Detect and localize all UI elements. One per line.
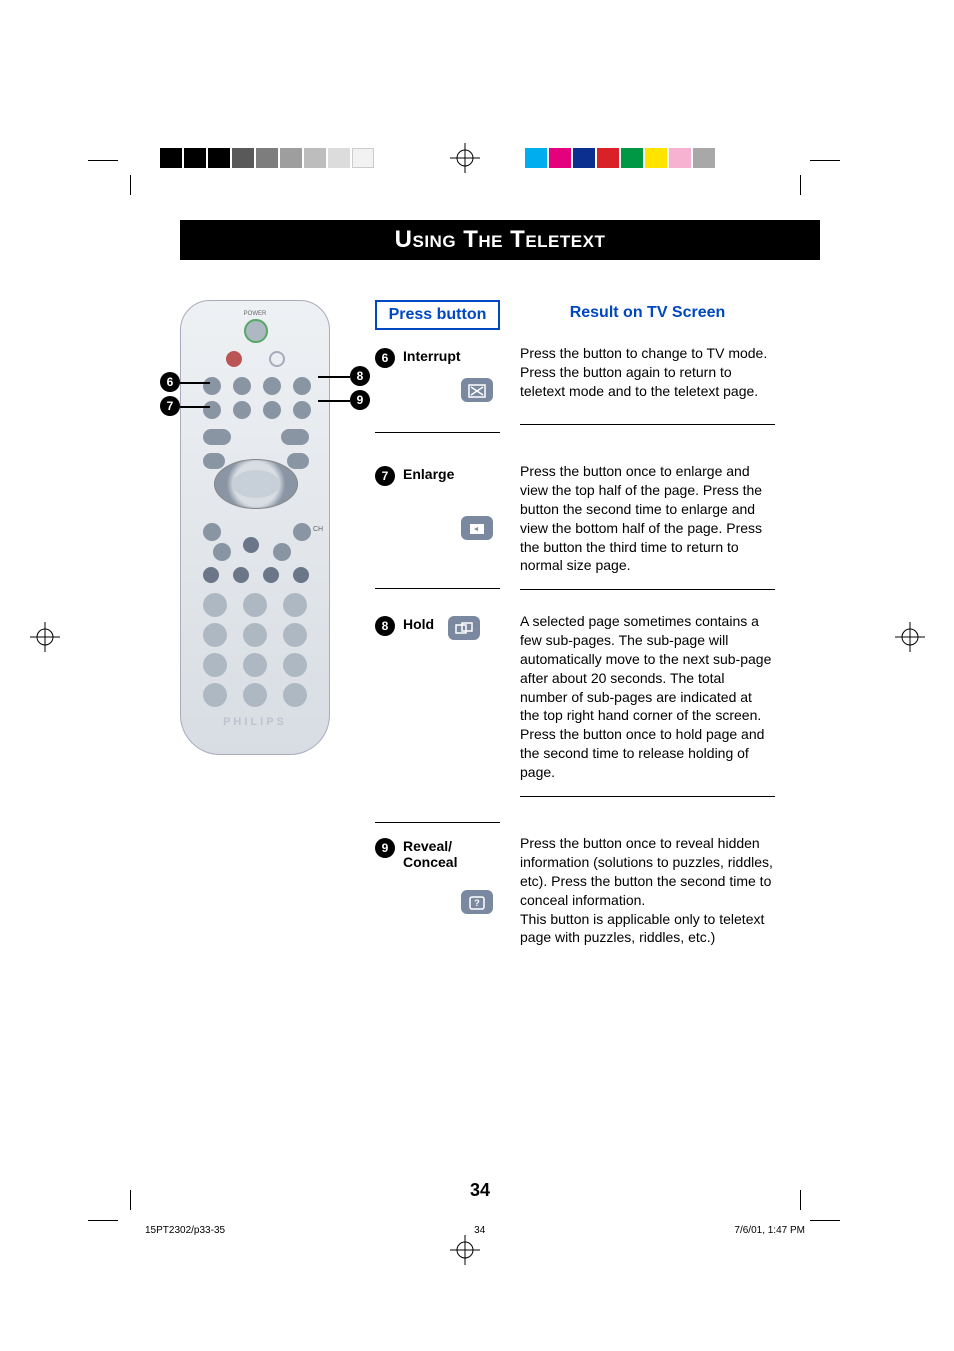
registration-mark-left: [30, 622, 60, 652]
function-name-interrupt: Interrupt: [403, 348, 461, 368]
grayscale-bar: [160, 148, 374, 168]
footer-meta: 15PT2302/p33-35 34 7/6/01, 1:47 PM: [145, 1225, 805, 1236]
remote-illustration: POWER: [180, 300, 350, 755]
crop-mark: [88, 160, 118, 161]
callout-line: [180, 406, 210, 408]
result-text-reveal: Press the button once to reveal hidden i…: [520, 834, 775, 947]
callout-bubble: 6: [160, 372, 180, 392]
crop-mark: [130, 175, 131, 195]
title-text: Using The Teletext: [395, 226, 606, 253]
svg-text:?: ?: [474, 898, 480, 908]
callout-line: [318, 400, 350, 402]
crop-mark: [130, 1190, 131, 1210]
crop-mark: [810, 160, 840, 161]
remote-brand: PHILIPS: [181, 716, 329, 728]
crop-mark: [88, 1220, 118, 1221]
function-name-hold: Hold: [403, 616, 434, 640]
enlarge-icon: [461, 516, 493, 540]
callout-line: [318, 376, 350, 378]
registration-mark-top: [450, 143, 480, 173]
step-bullet: 9: [375, 838, 395, 858]
footer-page: 34: [474, 1225, 485, 1236]
registration-mark-right: [895, 622, 925, 652]
callout-bubble: 9: [350, 390, 370, 410]
callout-line: [180, 382, 210, 384]
column-header-press: Press button: [375, 300, 500, 330]
function-name-enlarge: Enlarge: [403, 466, 454, 486]
step-bullet: 6: [375, 348, 395, 368]
footer-timestamp: 7/6/01, 1:47 PM: [734, 1225, 805, 1236]
registration-mark-bottom: [450, 1235, 480, 1265]
interrupt-icon: [461, 378, 493, 402]
callout-bubble: 8: [350, 366, 370, 386]
page-number: 34: [160, 1180, 800, 1201]
callout-bubble: 7: [160, 396, 180, 416]
column-header-result: Result on TV Screen: [520, 300, 775, 326]
reveal-icon: ?: [461, 890, 493, 914]
result-text-enlarge: Press the button once to enlarge and vie…: [520, 462, 775, 575]
step-bullet: 7: [375, 466, 395, 486]
hold-icon: [448, 616, 480, 640]
crop-mark: [810, 1220, 840, 1221]
result-text-hold: A selected page sometimes contains a few…: [520, 612, 775, 782]
footer-file: 15PT2302/p33-35: [145, 1225, 225, 1236]
result-text-interrupt: Press the button to change to TV mode. P…: [520, 344, 775, 401]
section-title: Using The Teletext: [180, 220, 820, 260]
step-bullet: 8: [375, 616, 395, 636]
color-bar: [525, 148, 715, 168]
crop-mark: [800, 1190, 801, 1210]
crop-mark: [800, 175, 801, 195]
function-name-reveal: Reveal/ Conceal: [403, 838, 457, 870]
